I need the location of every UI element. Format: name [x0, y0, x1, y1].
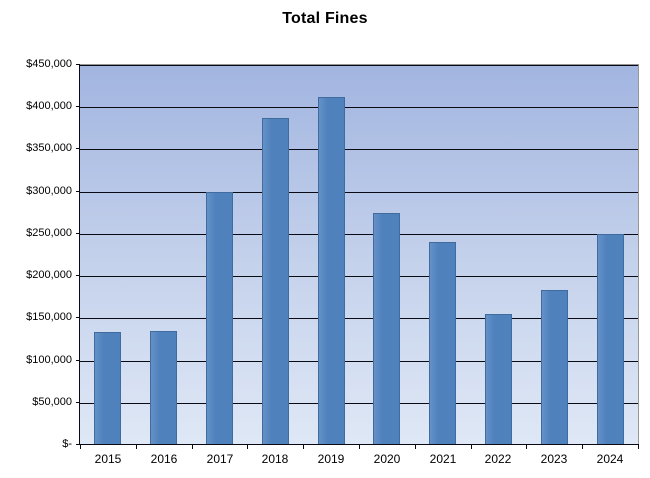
x-axis-tick-label: 2018: [261, 452, 289, 466]
y-tick-mark: [76, 233, 80, 234]
y-tick-mark: [76, 106, 80, 107]
x-axis-tick-label: 2023: [540, 452, 568, 466]
y-axis-tick-label: $100,000: [26, 354, 72, 366]
chart-title: Total Fines: [282, 10, 368, 27]
gridline-100000: [80, 361, 638, 362]
bar-2015: [94, 332, 121, 445]
x-axis-line: [76, 444, 639, 445]
x-axis-tick-label: 2016: [150, 452, 178, 466]
gridline-150000: [80, 318, 638, 319]
x-axis-tick-label: 2017: [206, 452, 234, 466]
gridline-350000: [80, 149, 638, 150]
x-tick-mark: [582, 445, 583, 449]
y-axis-tick-label: $150,000: [26, 311, 72, 323]
bar-2020: [373, 213, 400, 445]
y-tick-mark: [76, 275, 80, 276]
y-tick-mark: [76, 191, 80, 192]
x-tick-mark: [247, 445, 248, 449]
y-axis-tick-label: $200,000: [26, 269, 72, 281]
x-tick-mark: [303, 445, 304, 449]
plot-area: [80, 64, 639, 445]
y-axis-tick-label: $-: [62, 438, 72, 450]
gridline-400000: [80, 107, 638, 108]
gridline-200000: [80, 276, 638, 277]
gridline-50000: [80, 403, 638, 404]
bar-2019: [318, 97, 345, 445]
gridline-300000: [80, 192, 638, 193]
y-axis-tick-label: $350,000: [26, 142, 72, 154]
x-tick-mark: [359, 445, 360, 449]
x-tick-mark: [415, 445, 416, 449]
bar-2024: [597, 234, 624, 445]
bar-2016: [150, 331, 177, 445]
x-tick-mark: [136, 445, 137, 449]
y-tick-mark: [76, 64, 80, 65]
y-axis-tick-label: $300,000: [26, 185, 72, 197]
gridline-250000: [80, 234, 638, 235]
y-tick-mark: [76, 148, 80, 149]
x-axis-tick-label: 2020: [373, 452, 401, 466]
x-tick-mark: [192, 445, 193, 449]
x-axis-tick-label: 2015: [94, 452, 122, 466]
y-axis-tick-label: $450,000: [26, 58, 72, 70]
y-tick-mark: [76, 402, 80, 403]
y-tick-mark: [76, 360, 80, 361]
bar-2021: [429, 242, 456, 445]
y-axis-tick-label: $250,000: [26, 227, 72, 239]
x-axis-tick-label: 2021: [429, 452, 457, 466]
x-axis-tick-label: 2019: [317, 452, 345, 466]
y-tick-mark: [76, 317, 80, 318]
x-tick-mark: [526, 445, 527, 449]
y-axis-tick-label: $50,000: [32, 396, 72, 408]
x-tick-mark: [638, 445, 639, 449]
x-tick-mark: [80, 445, 81, 449]
bar-2022: [485, 314, 512, 445]
gridline-450000: [80, 65, 638, 66]
y-axis-tick-label: $400,000: [26, 100, 72, 112]
x-tick-mark: [471, 445, 472, 449]
x-axis-tick-label: 2022: [484, 452, 512, 466]
x-axis-tick-label: 2024: [596, 452, 624, 466]
y-tick-mark: [76, 444, 80, 445]
bar-2017: [206, 192, 233, 445]
y-axis-line: [79, 64, 80, 445]
bar-2018: [262, 118, 289, 445]
bar-2023: [541, 290, 568, 445]
